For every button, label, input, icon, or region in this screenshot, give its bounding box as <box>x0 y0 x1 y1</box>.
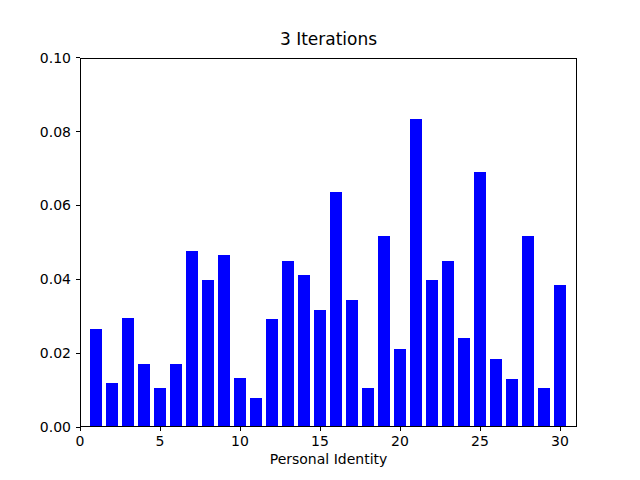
bar-26 <box>490 359 503 427</box>
bar-24 <box>458 338 471 427</box>
bar-9 <box>218 255 231 427</box>
bar-18 <box>362 388 375 427</box>
bar-10 <box>234 378 247 428</box>
bar-16 <box>330 192 343 427</box>
x-tick-mark <box>320 427 321 431</box>
plot-area-frame <box>80 58 577 428</box>
y-tick-label: 0.08 <box>0 123 71 140</box>
y-tick-label: 0.10 <box>0 49 71 66</box>
figure: 3 Iterations 0 5 10 15 20 25 30 0.00 0.02 0.04 0.0… <box>0 0 640 480</box>
y-tick-mark <box>76 131 80 132</box>
x-tick-label: 20 <box>391 433 409 450</box>
bar-6 <box>170 364 183 427</box>
y-tick-label: 0.02 <box>0 345 71 362</box>
x-tick-label: 15 <box>311 433 329 450</box>
bar-5 <box>154 388 167 427</box>
bar-25 <box>474 172 487 427</box>
bar-19 <box>378 236 391 427</box>
bar-7 <box>186 251 199 427</box>
y-tick-mark <box>76 353 80 354</box>
bar-15 <box>314 310 327 428</box>
x-tick-mark <box>80 427 81 431</box>
x-tick-label: 30 <box>551 433 569 450</box>
bar-14 <box>298 275 311 427</box>
x-tick-mark <box>240 427 241 431</box>
x-tick-label: 0 <box>76 433 85 450</box>
bar-27 <box>506 379 519 427</box>
bar-2 <box>106 383 119 427</box>
bar-29 <box>538 388 551 427</box>
x-tick-label: 5 <box>156 433 165 450</box>
y-tick-mark <box>76 279 80 280</box>
bar-4 <box>138 364 151 427</box>
x-tick-mark <box>480 427 481 431</box>
bar-22 <box>426 280 439 427</box>
y-tick-label: 0.06 <box>0 197 71 214</box>
bar-30 <box>554 285 567 427</box>
bar-11 <box>250 398 263 427</box>
y-tick-label: 0.00 <box>0 419 71 436</box>
y-tick-mark <box>76 57 80 58</box>
y-tick-mark <box>76 205 80 206</box>
bar-28 <box>522 236 535 427</box>
x-tick-mark <box>400 427 401 431</box>
chart-title: 3 Iterations <box>80 29 577 49</box>
bar-1 <box>90 329 103 428</box>
x-tick-label: 10 <box>231 433 249 450</box>
bar-21 <box>410 119 423 428</box>
x-tick-mark <box>160 427 161 431</box>
bar-20 <box>394 349 407 427</box>
bar-3 <box>122 318 135 427</box>
bar-17 <box>346 300 359 427</box>
bar-13 <box>282 261 295 427</box>
bar-12 <box>266 319 279 427</box>
y-tick-mark <box>76 427 80 428</box>
x-axis-label: Personal Identity <box>80 451 577 468</box>
bar-23 <box>442 261 455 427</box>
bar-8 <box>202 280 215 427</box>
x-tick-mark <box>560 427 561 431</box>
x-tick-label: 25 <box>471 433 489 450</box>
y-tick-label: 0.04 <box>0 271 71 288</box>
